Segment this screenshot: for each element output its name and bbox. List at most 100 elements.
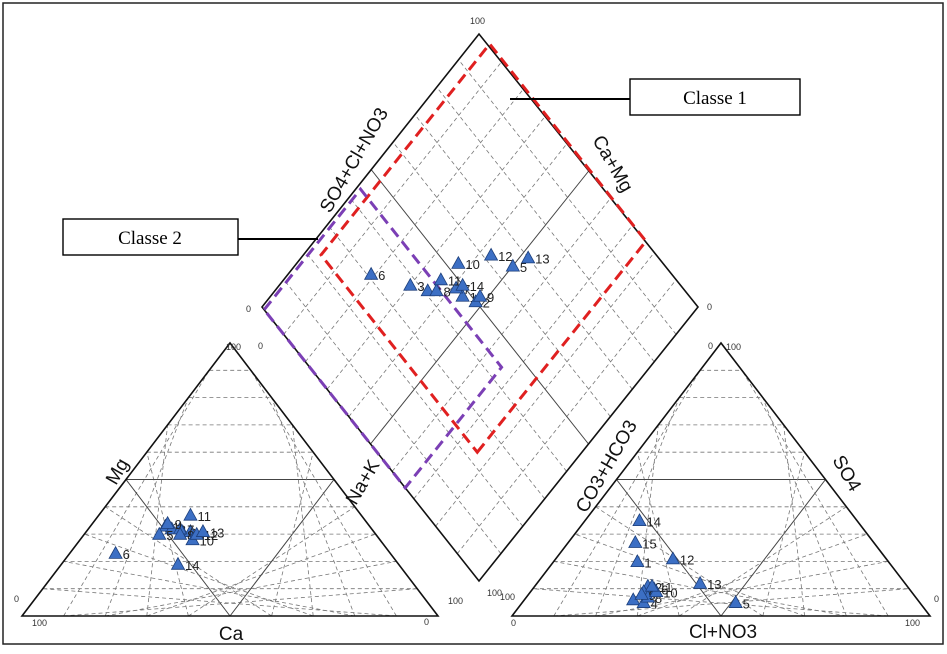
cation-point-label-5: 5 <box>166 528 173 543</box>
diamond-point-label-8: 8 <box>443 285 450 300</box>
tick-anion-top-zero: 0 <box>708 341 713 351</box>
anion-point-12 <box>665 551 681 565</box>
diamond-point-4 <box>420 283 435 297</box>
anion-gridline-a <box>616 479 722 617</box>
anion-gridline-a <box>595 506 764 617</box>
anion-point-label-6: 6 <box>661 583 668 598</box>
anion-gridline-b <box>762 397 847 617</box>
anion-point-label-1: 1 <box>644 555 651 570</box>
tick-cation-top: 100 <box>226 342 241 352</box>
diamond-gridline-y <box>348 142 569 417</box>
diamond-point-label-12: 12 <box>498 249 512 264</box>
anion-gridline-b <box>741 370 889 617</box>
diamond-gridline-x <box>349 197 567 472</box>
tick-cation-bottom-right: 0 <box>424 617 429 627</box>
tick-diamond-top: 100 <box>470 16 485 26</box>
anion-point-14 <box>632 513 647 527</box>
tick-cation-bottom-left: 100 <box>32 618 47 628</box>
anion-point-label-4: 4 <box>651 596 658 611</box>
axis-label-ca: Ca <box>219 624 244 645</box>
cation-gridline-b <box>271 397 356 617</box>
diamond-point-label-2: 2 <box>483 296 490 311</box>
cation-point-6 <box>108 545 123 559</box>
cation-point-11 <box>183 507 198 521</box>
anion-triangle-grid <box>510 341 932 617</box>
cation-point-14 <box>170 556 186 570</box>
diamond-point-label-14: 14 <box>470 279 484 294</box>
cation-outline <box>20 341 440 617</box>
callout-box-classe-2 <box>62 218 239 256</box>
anion-point-label-12: 12 <box>680 553 694 568</box>
diamond-gridline-x <box>436 87 655 363</box>
anion-point-13 <box>692 575 708 589</box>
cation-gridline-a <box>84 533 314 617</box>
cation-point-label-6: 6 <box>123 547 130 562</box>
cation-gridline-a <box>125 479 231 617</box>
diamond-point-label-13: 13 <box>535 252 549 267</box>
cation-triangle-grid <box>20 341 440 617</box>
diamond-grid <box>260 32 700 583</box>
cation-point-label-10: 10 <box>200 534 214 549</box>
diamond-point-9 <box>472 288 488 302</box>
cation-point-label-7: 7 <box>187 523 194 538</box>
cation-gridline-a <box>42 588 397 617</box>
anion-point-label-5: 5 <box>743 596 750 611</box>
class-zones <box>262 41 648 491</box>
tick-diamond-left: 0 <box>246 304 251 314</box>
anion-gridline-a <box>574 533 805 617</box>
diamond-point-10 <box>451 255 466 269</box>
cation-gridline-b <box>271 452 314 617</box>
anion-point-11 <box>644 578 660 592</box>
anion-point-9 <box>634 586 649 600</box>
diamond-point-label-3: 3 <box>417 279 424 294</box>
diamond-point-5 <box>505 258 521 272</box>
cation-gridline-b <box>250 370 397 617</box>
diamond-outline <box>260 32 700 583</box>
cation-point-5 <box>152 526 167 540</box>
anion-point-15 <box>628 534 643 548</box>
cation-point-label-14: 14 <box>185 558 199 573</box>
cation-gridline-a <box>104 506 272 617</box>
tick-anion-left: 100 <box>500 592 515 602</box>
diamond-point-label-10: 10 <box>465 257 479 272</box>
tick-anion-top: 100 <box>726 342 741 352</box>
tick-anion-right: 0 <box>934 594 939 604</box>
diamond-gridline-x <box>414 114 633 390</box>
diamond-point-12 <box>483 247 499 261</box>
diamond-gridline-x <box>393 142 611 417</box>
cation-point-9 <box>160 515 175 529</box>
diamond-point-label-11: 11 <box>448 274 462 289</box>
diamond-point-6 <box>363 266 379 280</box>
anion-point-label-14: 14 <box>646 514 660 529</box>
diamond-point-label-9: 9 <box>487 290 494 305</box>
tick-cation-right: 100 <box>448 596 463 606</box>
diamond-gridline-x <box>327 224 546 500</box>
cation-point-8 <box>172 526 188 540</box>
tick-diamond-bottom: 100 <box>487 588 502 598</box>
anion-point-5 <box>728 595 743 608</box>
diamond-point-label-6: 6 <box>378 268 385 283</box>
diamond-gridline-x <box>458 60 677 335</box>
diamond-point-label-5: 5 <box>520 260 527 275</box>
anion-point-label-15: 15 <box>642 536 656 551</box>
tick-cation-left-zero: 0 <box>14 594 19 604</box>
cation-gridline-a <box>104 397 189 617</box>
anion-gridline-b <box>720 479 826 617</box>
callout-label-classe-2: Classe 2 <box>118 228 182 249</box>
diamond-gridline-y <box>326 114 547 390</box>
cation-point-label-9: 9 <box>175 517 182 532</box>
cation-point-13 <box>195 524 211 537</box>
tick-cation-top-zero: 0 <box>258 341 263 351</box>
diamond-point-14 <box>455 277 470 291</box>
diamond-point-label-1: 1 <box>470 290 477 305</box>
anion-point-label-8: 8 <box>655 591 662 606</box>
diamond-point-11 <box>433 272 449 286</box>
anion-point-label-10: 10 <box>663 585 677 600</box>
axis-label-clno3: Cl+NO3 <box>689 622 757 643</box>
anion-point-1 <box>630 554 645 567</box>
cation-point-label-11: 11 <box>197 509 211 524</box>
diamond-gridline-x <box>305 251 524 527</box>
diamond-gridline-x <box>283 279 502 554</box>
anion-point-label-2: 2 <box>655 580 662 595</box>
